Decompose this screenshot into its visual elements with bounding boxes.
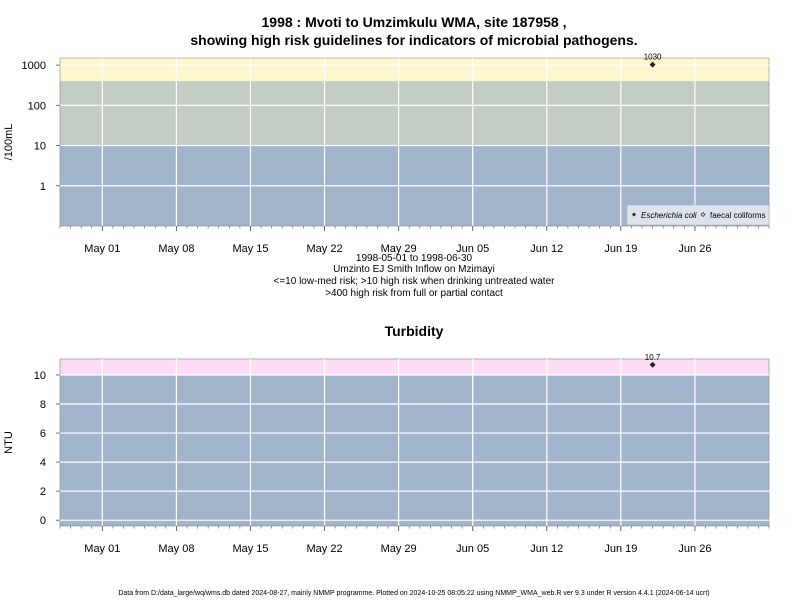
x-tick-label-2: May 15 bbox=[232, 543, 268, 555]
data-points: 1030 bbox=[644, 53, 662, 68]
y-tick-label-3: 1000 bbox=[22, 60, 46, 72]
x-tick-label-4: May 29 bbox=[381, 543, 417, 555]
contact-guideline-text: >400 high risk from full or partial cont… bbox=[325, 288, 503, 299]
legend-open-diamond-icon bbox=[700, 212, 706, 217]
x-tick-label-8: Jun 26 bbox=[678, 243, 711, 255]
x-tick-label-1: May 08 bbox=[158, 243, 194, 255]
legend: Escherichia coli faecal coliforms bbox=[626, 204, 770, 226]
legend-entry-ecoli: Escherichia coli bbox=[641, 211, 697, 220]
footer-note: Data from D:/data_large/wq/wms.db dated … bbox=[118, 590, 709, 597]
risk-band-1 bbox=[60, 359, 769, 375]
legend-box bbox=[626, 204, 770, 226]
chart-title-line1: 1998 : Mvoti to Umzimkulu WMA, site 1879… bbox=[262, 14, 567, 30]
data-label-0-0: 1030 bbox=[644, 53, 662, 62]
y-tick-label-1: 10 bbox=[34, 141, 46, 153]
risk-bands bbox=[59, 358, 770, 527]
data-point-0-0 bbox=[649, 361, 656, 368]
drinking-guideline-text: <=10 low-med risk; >10 high risk when dr… bbox=[274, 276, 556, 287]
y-axis: 0 2 4 6 8 10 bbox=[34, 370, 60, 527]
plot-frame bbox=[59, 358, 770, 527]
x-tick-label-6: Jun 12 bbox=[530, 543, 563, 555]
y-axis-label: /100mL bbox=[3, 124, 15, 161]
x-tick-label-6: Jun 12 bbox=[530, 243, 563, 255]
x-axis: May 01 May 08 May 15 May 22 May 29 Jun 05 Jun … bbox=[59, 526, 770, 555]
x-tick-label-3: May 22 bbox=[307, 243, 343, 255]
risk-band-2 bbox=[60, 58, 769, 82]
legend-filled-diamond-icon bbox=[632, 212, 636, 217]
x-tick-label-8: Jun 26 bbox=[678, 543, 711, 555]
x-axis: May 01 May 08 May 15 May 22 May 29 Jun 05 Jun … bbox=[59, 226, 770, 255]
y-tick-label-2: 4 bbox=[40, 457, 46, 469]
site-name-text: Umzinto EJ Smith Inflow on Mzimayi bbox=[333, 264, 495, 275]
risk-bands bbox=[59, 57, 770, 227]
date-range-text: 1998-05-01 to 1998-06-30 bbox=[356, 253, 473, 264]
ecoli-panel: 1030 1 10 100 1000 May 01 May 08 May 15 May 22… bbox=[3, 53, 770, 255]
x-tick-label-7: Jun 19 bbox=[604, 243, 637, 255]
legend-entry-faecal-coliforms: faecal coliforms bbox=[710, 211, 766, 220]
y-tick-label-5: 10 bbox=[34, 370, 46, 382]
plot-frame bbox=[59, 57, 770, 227]
x-tick-label-0: May 01 bbox=[84, 243, 120, 255]
grid-lines bbox=[60, 58, 769, 226]
data-points: 10.7 bbox=[645, 353, 661, 368]
x-tick-label-1: May 08 bbox=[158, 543, 194, 555]
x-tick-label-4: May 29 bbox=[381, 243, 417, 255]
y-tick-label-0: 0 bbox=[40, 515, 46, 527]
y-tick-label-4: 8 bbox=[40, 399, 46, 411]
chart-title-line2: showing high risk guidelines for indicat… bbox=[190, 32, 637, 48]
y-axis: 1 10 100 1000 bbox=[22, 60, 60, 193]
y-axis-label: NTU bbox=[3, 431, 15, 454]
risk-band-0 bbox=[60, 374, 769, 526]
turbidity-title: Turbidity bbox=[385, 323, 444, 339]
risk-band-1 bbox=[60, 81, 769, 146]
x-tick-label-3: May 22 bbox=[307, 543, 343, 555]
grid-lines bbox=[60, 359, 769, 526]
y-tick-label-0: 1 bbox=[40, 181, 46, 193]
y-tick-label-2: 100 bbox=[28, 100, 46, 112]
x-tick-label-0: May 01 bbox=[84, 543, 120, 555]
y-tick-label-3: 6 bbox=[40, 428, 46, 440]
x-tick-label-2: May 15 bbox=[232, 243, 268, 255]
x-tick-label-7: Jun 19 bbox=[604, 543, 637, 555]
x-tick-label-5: Jun 05 bbox=[456, 543, 489, 555]
data-point-0-0 bbox=[649, 61, 656, 68]
x-tick-label-5: Jun 05 bbox=[456, 243, 489, 255]
y-tick-label-1: 2 bbox=[40, 486, 46, 498]
data-label-0-0: 10.7 bbox=[645, 353, 661, 362]
